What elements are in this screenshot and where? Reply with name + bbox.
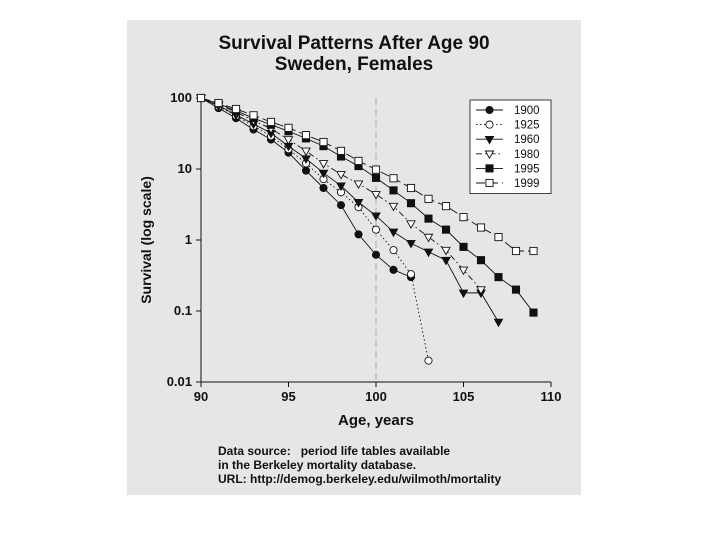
- legend-marker-1999: [485, 178, 494, 188]
- data-point-1960: [336, 182, 346, 192]
- data-point-1999: [231, 104, 241, 114]
- data-point-1999: [459, 213, 468, 222]
- legend-label-1960: 1960: [514, 134, 540, 146]
- source-note-line-1: Data source: period life tables availabl…: [218, 444, 451, 458]
- data-point-1999: [371, 165, 381, 174]
- data-point-1999: [284, 123, 293, 132]
- data-point-1999: [336, 146, 346, 155]
- data-point-1980: [423, 233, 434, 243]
- data-point-1999: [214, 98, 223, 108]
- data-point-1900: [319, 183, 328, 193]
- data-point-1960: [388, 228, 399, 238]
- data-point-1999: [389, 174, 398, 183]
- data-point-1925: [371, 225, 381, 234]
- legend-marker-1960: [484, 135, 495, 145]
- data-point-1960: [493, 318, 504, 328]
- legend-marker-1980: [484, 150, 495, 160]
- data-point-1999: [476, 223, 486, 232]
- y-tick-label: 0.01: [167, 374, 192, 389]
- legend-box: [469, 99, 552, 194]
- legend-marker-1900: [485, 105, 494, 115]
- data-point-1999: [424, 194, 433, 203]
- data-point-1999: [266, 117, 276, 126]
- data-point-1900: [301, 166, 311, 175]
- legend-label-1900: 1900: [514, 105, 540, 117]
- y-tick-label: 10: [178, 161, 192, 176]
- series-line-1980: [200, 97, 482, 290]
- data-point-1980: [371, 191, 381, 200]
- x-tick-label: 90: [194, 389, 208, 404]
- data-point-1995: [371, 173, 381, 182]
- data-point-1900: [371, 250, 381, 259]
- data-point-1999: [441, 202, 451, 211]
- data-point-1900: [336, 201, 346, 210]
- data-point-1900: [354, 230, 363, 239]
- data-point-1980: [336, 171, 346, 180]
- series-line-1960: [200, 97, 499, 323]
- y-tick-label: 100: [170, 90, 192, 105]
- data-point-1980: [283, 136, 294, 145]
- series-line-1900: [200, 97, 412, 278]
- data-point-1999: [319, 137, 328, 147]
- data-point-1925: [406, 270, 416, 279]
- data-point-1999: [249, 111, 258, 120]
- data-point-1980: [301, 147, 311, 157]
- source-note-url: URL: http://demog.berkeley.edu/wilmoth/m…: [218, 472, 502, 486]
- x-tick-label: 95: [281, 389, 295, 404]
- legend-label-1999: 1999: [514, 178, 540, 190]
- data-point-1995: [441, 225, 451, 234]
- data-point-1960: [353, 199, 364, 208]
- chart-subtitle: Sweden, Females: [274, 54, 434, 75]
- data-point-1980: [441, 246, 451, 256]
- data-point-1960: [441, 256, 451, 266]
- series-1900: [196, 93, 416, 282]
- data-point-1999: [406, 183, 416, 193]
- data-point-1925: [389, 246, 398, 255]
- x-tick-label: 105: [453, 389, 475, 404]
- data-point-1960: [458, 289, 469, 299]
- data-point-1999: [354, 156, 363, 165]
- legend-marker-1925: [485, 120, 494, 129]
- data-point-1980: [476, 286, 486, 295]
- data-point-1995: [459, 242, 468, 251]
- data-point-1980: [318, 160, 329, 169]
- series-1999: [196, 93, 538, 256]
- source-note-line-2: in the Berkeley mortality database.: [218, 458, 417, 472]
- data-point-1995: [389, 186, 398, 195]
- data-point-1900: [389, 265, 398, 274]
- x-tick-label: 110: [541, 389, 562, 404]
- data-point-1980: [458, 266, 469, 276]
- data-point-1980: [406, 220, 416, 229]
- x-tick-label: 100: [365, 389, 387, 404]
- data-point-1995: [529, 308, 538, 317]
- data-point-1995: [494, 273, 503, 282]
- series-1960: [196, 94, 504, 328]
- chart-title: Survival Patterns After Age 90: [218, 33, 490, 54]
- data-point-1999: [494, 233, 503, 242]
- legend-label-1995: 1995: [514, 163, 540, 175]
- data-point-1980: [353, 180, 364, 190]
- data-point-1980: [388, 202, 399, 212]
- data-point-1960: [406, 239, 416, 249]
- data-point-1960: [318, 169, 329, 179]
- data-point-1995: [406, 199, 416, 208]
- data-point-1995: [511, 285, 521, 294]
- data-point-1960: [371, 212, 381, 221]
- data-point-1960: [423, 248, 434, 258]
- legend-marker-1995: [485, 164, 494, 173]
- data-point-1995: [476, 256, 486, 265]
- x-axis-label: Age, years: [338, 412, 414, 429]
- y-axis-label: Survival (log scale): [138, 176, 154, 304]
- data-point-1999: [529, 246, 538, 256]
- y-tick-label: 1: [185, 232, 192, 247]
- legend-label-1925: 1925: [514, 120, 540, 132]
- y-tick-label: 0.1: [174, 303, 192, 318]
- legend-label-1980: 1980: [514, 149, 540, 161]
- data-point-1999: [196, 93, 206, 103]
- data-point-1999: [301, 131, 311, 140]
- data-point-1999: [511, 246, 521, 256]
- data-point-1925: [424, 356, 433, 365]
- data-point-1995: [424, 214, 433, 223]
